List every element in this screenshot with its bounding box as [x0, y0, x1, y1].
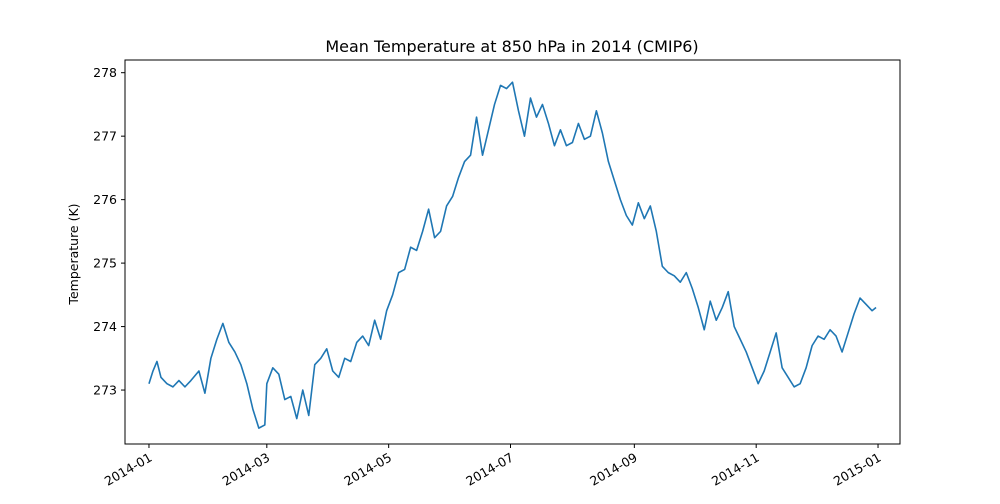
y-tick-label: 273	[93, 383, 117, 398]
y-tick-label: 277	[93, 129, 117, 144]
series-line-0	[148, 81, 877, 429]
axes-frame	[124, 59, 901, 445]
y-axis: 273 274 275 276 277 278	[93, 65, 125, 398]
y-tick-label: 278	[93, 65, 117, 80]
y-tick-label: 275	[93, 256, 117, 271]
chart-title: Mean Temperature at 850 hPa in 2014 (CMI…	[325, 37, 698, 56]
plot-area	[148, 81, 877, 429]
y-tick-label: 274	[93, 319, 117, 334]
y-tick-label: 276	[93, 192, 117, 207]
y-axis-label: Temperature (K)	[66, 203, 81, 305]
